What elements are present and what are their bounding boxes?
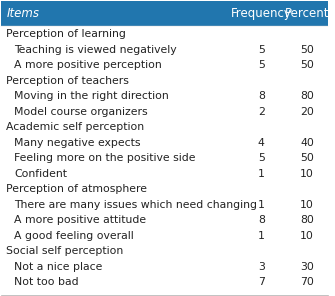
- Text: Items: Items: [6, 7, 39, 20]
- Text: 4: 4: [258, 138, 265, 148]
- Text: A more positive perception: A more positive perception: [14, 60, 162, 70]
- Text: 10: 10: [300, 200, 314, 210]
- Text: 7: 7: [258, 277, 265, 287]
- Text: Moving in the right direction: Moving in the right direction: [14, 91, 169, 101]
- Text: 30: 30: [300, 262, 314, 272]
- Text: Perception of learning: Perception of learning: [6, 29, 126, 39]
- Text: Perception of teachers: Perception of teachers: [6, 75, 129, 86]
- Text: 1: 1: [258, 200, 265, 210]
- Text: A good feeling overall: A good feeling overall: [14, 231, 134, 241]
- Text: 10: 10: [300, 169, 314, 179]
- Text: 70: 70: [300, 277, 314, 287]
- Text: Confident: Confident: [14, 169, 67, 179]
- Text: There are many issues which need changing: There are many issues which need changin…: [14, 200, 258, 210]
- Text: Feeling more on the positive side: Feeling more on the positive side: [14, 153, 196, 163]
- Text: 2: 2: [258, 107, 265, 117]
- Text: 5: 5: [258, 153, 265, 163]
- Text: 8: 8: [258, 215, 265, 225]
- Text: 20: 20: [300, 107, 314, 117]
- Text: Frequency: Frequency: [231, 7, 292, 20]
- Text: Social self perception: Social self perception: [6, 246, 124, 256]
- Text: Academic self perception: Academic self perception: [6, 122, 144, 132]
- Text: 3: 3: [258, 262, 265, 272]
- Text: 40: 40: [300, 138, 314, 148]
- Text: 5: 5: [258, 45, 265, 54]
- Text: Not too bad: Not too bad: [14, 277, 79, 287]
- Text: Percent: Percent: [285, 7, 329, 20]
- Text: 10: 10: [300, 231, 314, 241]
- Text: 8: 8: [258, 91, 265, 101]
- Text: Not a nice place: Not a nice place: [14, 262, 103, 272]
- Text: 50: 50: [300, 153, 314, 163]
- Text: Teaching is viewed negatively: Teaching is viewed negatively: [14, 45, 177, 54]
- Text: 50: 50: [300, 45, 314, 54]
- Text: Many negative expects: Many negative expects: [14, 138, 141, 148]
- Text: 80: 80: [300, 215, 314, 225]
- Text: 80: 80: [300, 91, 314, 101]
- Text: A more positive attitude: A more positive attitude: [14, 215, 147, 225]
- Text: Model course organizers: Model course organizers: [14, 107, 148, 117]
- Text: 50: 50: [300, 60, 314, 70]
- Text: 1: 1: [258, 169, 265, 179]
- Bar: [1, 1, 328, 26]
- Text: 1: 1: [258, 231, 265, 241]
- Text: Perception of atmosphere: Perception of atmosphere: [6, 184, 147, 194]
- Text: 5: 5: [258, 60, 265, 70]
